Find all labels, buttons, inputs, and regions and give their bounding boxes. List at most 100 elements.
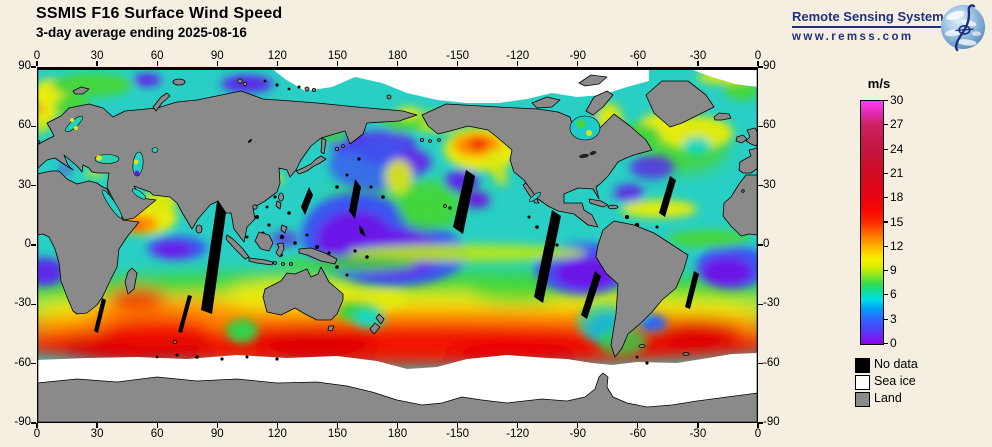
lat-tick-label: -30 xyxy=(763,297,780,310)
lon-tick-mark xyxy=(276,423,278,428)
lon-tick-label: 60 xyxy=(150,50,164,62)
colorbar-tick-mark xyxy=(883,245,888,247)
lat-tick-mark xyxy=(31,244,36,246)
colorbar-tick-label: 15 xyxy=(890,214,904,229)
colorbar-tick-label: 9 xyxy=(890,263,897,278)
lon-tick-mark xyxy=(216,61,218,66)
world-wind-map xyxy=(37,67,758,423)
lon-tick-mark xyxy=(96,61,98,66)
colorbar-tick-label: 21 xyxy=(890,165,904,180)
colorbar-unit: m/s xyxy=(867,76,891,91)
lon-tick-label: -30 xyxy=(689,428,707,440)
lat-tick-label: -90 xyxy=(14,416,31,428)
lat-tick-mark xyxy=(31,185,36,187)
legend-swatch-land xyxy=(855,392,870,407)
legend-label: Sea ice xyxy=(874,374,916,388)
lon-tick-label: -90 xyxy=(569,50,587,62)
lon-tick-label: 30 xyxy=(90,50,104,62)
lat-tick-label: -90 xyxy=(763,416,780,428)
lat-tick-mark xyxy=(758,66,763,68)
lon-tick-mark xyxy=(637,423,639,428)
lat-tick-label: -60 xyxy=(763,356,780,369)
logo-url: www.remss.com xyxy=(792,31,914,43)
lon-tick-label: -30 xyxy=(689,50,707,62)
lat-tick-mark xyxy=(758,363,763,365)
lon-tick-mark xyxy=(216,423,218,428)
legend-label: Land xyxy=(874,391,902,405)
lon-tick-label: -150 xyxy=(446,50,470,62)
lon-tick-label: 0 xyxy=(33,428,41,440)
colorbar-tick-mark xyxy=(883,172,888,174)
lat-tick-mark xyxy=(758,185,763,187)
lon-tick-mark xyxy=(276,61,278,66)
land-layer xyxy=(37,74,758,423)
lon-tick-mark xyxy=(156,423,158,428)
lon-tick-label: 120 xyxy=(267,50,287,62)
lat-tick-mark xyxy=(31,66,36,68)
lat-tick-mark xyxy=(758,422,763,424)
lon-tick-mark xyxy=(697,61,699,66)
colorbar-tick-label: 27 xyxy=(890,117,904,132)
lon-tick-mark xyxy=(396,61,399,66)
lon-tick-mark xyxy=(456,423,459,428)
lon-tick-label: -60 xyxy=(629,428,647,440)
page-title: SSMIS F16 Surface Wind Speed xyxy=(36,5,283,22)
colorbar-tick-mark xyxy=(883,270,888,272)
colorbar-tick-mark xyxy=(883,124,888,126)
logo-title: Remote Sensing Systems xyxy=(792,9,951,28)
colorbar-gradient xyxy=(860,100,884,345)
lon-tick-label: 90 xyxy=(210,50,224,62)
lon-tick-mark xyxy=(156,61,158,66)
lon-tick-label: 60 xyxy=(150,428,164,440)
legend-swatch-no-data xyxy=(855,358,870,373)
lat-tick-mark xyxy=(758,244,763,246)
colorbar-tick-mark xyxy=(883,99,888,102)
lon-tick-label: 150 xyxy=(327,428,347,440)
logo: Remote Sensing Systems www.remss.com xyxy=(792,8,962,43)
colorbar-tick-mark xyxy=(883,197,888,199)
lon-tick-label: 120 xyxy=(267,428,287,440)
legend-label: No data xyxy=(874,357,918,371)
lon-tick-label: 90 xyxy=(210,428,224,440)
lon-tick-mark xyxy=(396,423,399,428)
lat-tick-label: -60 xyxy=(14,356,31,369)
lon-tick-label: 150 xyxy=(327,50,347,62)
lon-tick-mark xyxy=(637,61,639,66)
lon-tick-label: -150 xyxy=(446,428,470,440)
lat-tick-label: 30 xyxy=(763,178,776,191)
inland-seas-layer xyxy=(65,115,601,219)
lon-tick-mark xyxy=(456,61,459,66)
lat-tick-mark xyxy=(31,363,36,365)
lon-tick-mark xyxy=(697,423,699,428)
lon-tick-label: 0 xyxy=(754,50,762,62)
colorbar-tick-label: 12 xyxy=(890,238,904,253)
colorbar-tick-label: 0 xyxy=(890,336,897,350)
lon-tick-mark xyxy=(96,423,98,428)
lat-tick-mark xyxy=(31,303,36,305)
logo-globe-icon xyxy=(940,4,986,52)
lat-tick-label: -30 xyxy=(14,297,31,310)
lon-tick-mark xyxy=(336,61,338,66)
lat-tick-mark xyxy=(758,303,763,305)
lat-tick-label: 0 xyxy=(24,238,31,250)
lon-tick-label: -120 xyxy=(506,50,530,62)
lon-tick-mark xyxy=(577,423,579,428)
lat-tick-mark xyxy=(758,125,763,127)
lon-tick-label: -90 xyxy=(569,428,587,440)
colorbar-tick-label: 3 xyxy=(890,311,897,326)
lon-tick-label: 30 xyxy=(90,428,104,440)
lat-tick-label: 60 xyxy=(763,119,776,132)
colorbar-tick-mark xyxy=(883,221,888,223)
lon-tick-mark xyxy=(757,61,759,66)
colorbar-tick-mark xyxy=(883,342,888,345)
lon-tick-label: -120 xyxy=(506,428,530,440)
lat-tick-label: 60 xyxy=(18,119,31,132)
lon-tick-label: 180 xyxy=(387,428,408,440)
lon-tick-label: 0 xyxy=(33,50,41,62)
lon-tick-label: 0 xyxy=(754,428,762,440)
lat-tick-label: 90 xyxy=(763,60,776,72)
lon-tick-mark xyxy=(757,423,759,428)
lon-tick-label: 180 xyxy=(387,50,408,62)
lon-tick-mark xyxy=(336,423,338,428)
